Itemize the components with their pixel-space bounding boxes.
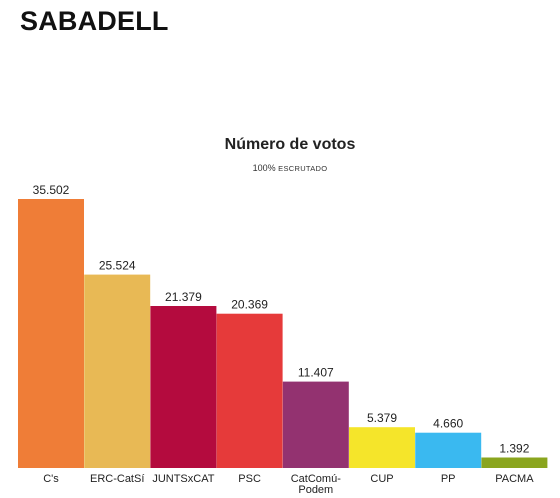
- page-title: SABADELL: [20, 6, 169, 36]
- category-label-6: CUP: [370, 473, 393, 485]
- value-labels-group: 35.502 25.524 21.379 20.369 11.407 5.379 4.660…: [33, 183, 530, 456]
- value-label-5: 11.407: [298, 366, 334, 380]
- bar-5: [282, 381, 349, 468]
- category-label-3: JUNTSxCAT: [152, 473, 214, 485]
- value-label-8: 1.392: [499, 442, 529, 456]
- chart-title: Número de votos: [224, 136, 356, 153]
- bar-7: [415, 432, 482, 468]
- chart-subtitle: 100% escrutado: [0, 163, 560, 173]
- bar-3: [150, 306, 217, 468]
- value-label-3: 21.379: [165, 290, 202, 304]
- value-label-2: 25.524: [99, 259, 136, 273]
- value-label-4: 20.369: [231, 298, 268, 312]
- subtitle-status: escrutado: [278, 164, 328, 173]
- category-label-5-line-2: Podem: [298, 484, 333, 496]
- bar-4: [216, 313, 283, 468]
- bars-group: [18, 199, 548, 468]
- category-label-4: PSC: [238, 473, 261, 485]
- category-label-7: PP: [441, 473, 456, 485]
- category-labels-group: C's ERC-CatSí JUNTSxCAT PSC CatComú-Podem CUP…: [43, 473, 534, 496]
- value-label-7: 4.660: [433, 417, 463, 431]
- subtitle-percent: 100%: [252, 163, 276, 173]
- category-label-1: C's: [43, 473, 59, 485]
- category-label-2: ERC-CatSí: [90, 473, 144, 485]
- bar-2: [84, 274, 151, 468]
- category-label-8: PACMA: [495, 473, 534, 485]
- bar-1: [18, 199, 84, 468]
- bar-6: [349, 427, 415, 468]
- value-label-1: 35.502: [33, 183, 70, 197]
- value-label-6: 5.379: [367, 411, 397, 425]
- bar-8: [481, 457, 548, 468]
- category-label-5-line-1: CatComú-: [291, 473, 341, 485]
